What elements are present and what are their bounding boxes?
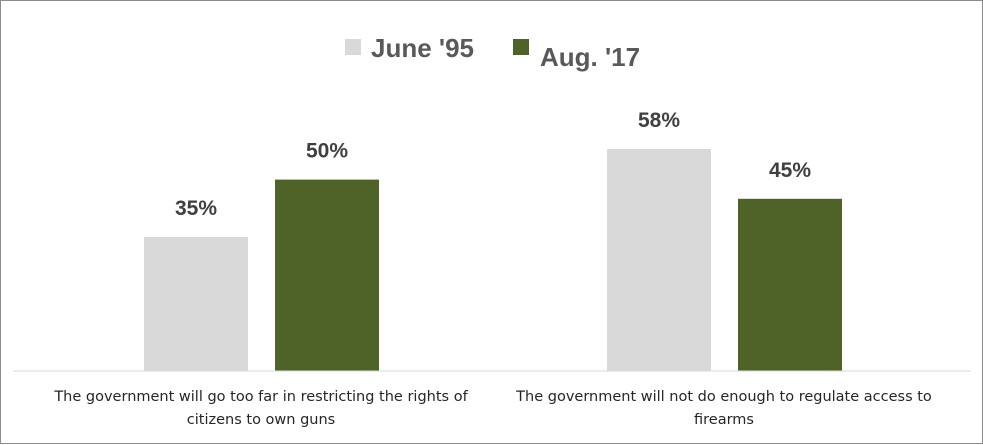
legend-swatch-june-95 bbox=[345, 39, 361, 55]
bar-series-2-category-1 bbox=[275, 179, 379, 371]
data-label-series-1-category-1: 35% bbox=[175, 197, 217, 220]
bar-series-2-category-2 bbox=[738, 198, 842, 371]
bars-group bbox=[144, 149, 842, 371]
legend-label-june-95: June '95 bbox=[371, 33, 474, 63]
bar-series-1-category-2 bbox=[607, 149, 711, 371]
category-label-2-line-1: The government will not do enough to reg… bbox=[515, 389, 932, 405]
data-label-series-2-category-1: 50% bbox=[306, 140, 348, 163]
category-labels: The government will go too far in restri… bbox=[53, 389, 932, 428]
category-label-1-line-2: citizens to own guns bbox=[187, 412, 335, 428]
data-label-series-1-category-2: 58% bbox=[638, 109, 680, 132]
legend: June '95 Aug. '17 bbox=[345, 33, 640, 72]
category-label-1-line-1: The government will go too far in restri… bbox=[53, 389, 468, 405]
data-labels-group: 35% 58% 50% 45% bbox=[175, 109, 811, 220]
bar-series-1-category-1 bbox=[144, 237, 248, 371]
legend-label-aug-17: Aug. '17 bbox=[540, 42, 640, 72]
legend-swatch-aug-17 bbox=[513, 39, 529, 55]
category-label-2-line-2: firearms bbox=[694, 412, 754, 428]
data-label-series-2-category-2: 45% bbox=[769, 159, 811, 182]
